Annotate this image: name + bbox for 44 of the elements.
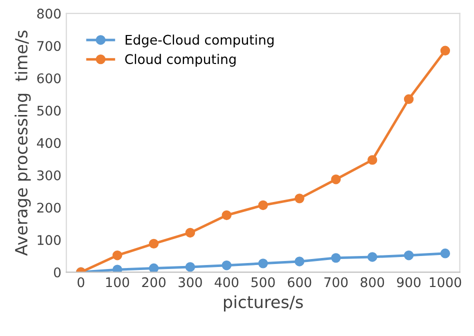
x-tick-label: 700 xyxy=(324,277,348,288)
point xyxy=(258,258,268,268)
point xyxy=(440,248,450,258)
y-tick-label: 100 xyxy=(38,235,61,246)
y-tick-label: 0 xyxy=(54,267,61,278)
point xyxy=(185,228,196,238)
point xyxy=(294,194,304,204)
x-tick-label: 900 xyxy=(397,277,420,288)
point xyxy=(112,250,122,260)
x-tick-label: 0 xyxy=(78,277,84,288)
y-axis-title: Average processing time/s xyxy=(14,30,31,256)
point xyxy=(367,252,378,262)
point xyxy=(112,264,122,272)
x-tick-label: 1000 xyxy=(430,277,462,288)
point xyxy=(294,256,304,266)
x-tick-label: 400 xyxy=(214,277,238,288)
point xyxy=(404,250,414,260)
y-tick-label: 400 xyxy=(36,138,61,148)
x-tick-label: 800 xyxy=(360,277,384,288)
x-tick-label: 500 xyxy=(251,277,275,288)
x-tick-label: 600 xyxy=(288,277,312,288)
y-tick-label: 800 xyxy=(37,8,61,19)
point xyxy=(367,155,378,165)
x-tick-label: 100 xyxy=(106,277,130,288)
point xyxy=(185,262,196,272)
point xyxy=(148,238,159,249)
y-tick-label: 700 xyxy=(37,41,61,51)
y-tick-label: 300 xyxy=(37,170,61,180)
y-tick-label: 600 xyxy=(37,73,61,84)
point xyxy=(222,260,232,270)
x-tick-label: 300 xyxy=(178,277,202,288)
point xyxy=(148,263,159,272)
y-tick-label: 500 xyxy=(37,106,61,116)
point xyxy=(331,253,341,263)
point xyxy=(404,94,414,104)
point xyxy=(258,200,268,210)
x-tick-label: 200 xyxy=(142,277,166,288)
x-axis-title: pictures/s xyxy=(224,295,303,312)
point xyxy=(440,46,450,56)
legend-label: Cloud computing xyxy=(125,54,236,67)
y-tick-label: 200 xyxy=(37,202,61,213)
point xyxy=(331,174,341,184)
legend-label: Edge-Cloud computing xyxy=(126,34,274,48)
point xyxy=(222,210,232,220)
